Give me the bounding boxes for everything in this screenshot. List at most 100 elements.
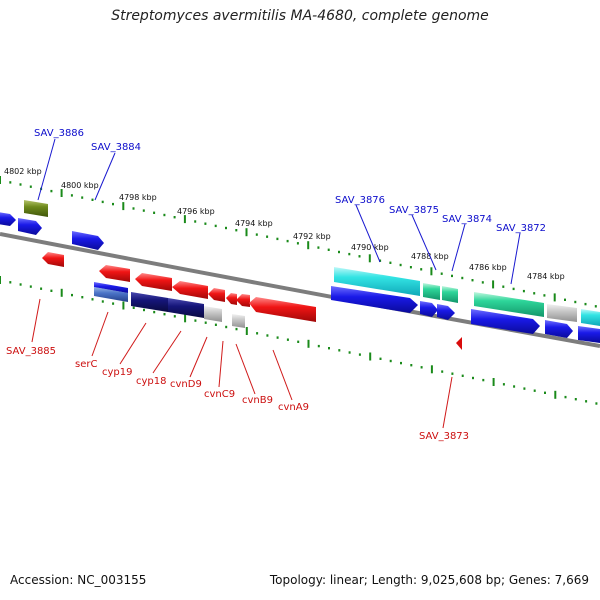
scale-minor-tick: [225, 325, 228, 329]
scale-minor-tick: [50, 189, 53, 193]
gene-label-sav-3874[interactable]: SAV_3874: [442, 214, 492, 225]
scale-minor-tick: [358, 353, 361, 356]
scale-minor-tick: [194, 220, 197, 223]
scale-major-tick: [307, 241, 310, 250]
gene-feature[interactable]: [420, 301, 438, 317]
gene-feature[interactable]: [94, 287, 128, 302]
scale-minor-tick: [256, 332, 259, 335]
gene-feature[interactable]: [547, 304, 577, 322]
gene-feature[interactable]: [442, 286, 458, 303]
scale-minor-tick: [522, 289, 525, 293]
scale-major-tick: [307, 339, 310, 348]
leader-lines-blue: [37, 138, 521, 285]
scale-minor-tick: [81, 296, 84, 299]
gene-feature[interactable]: [578, 326, 600, 343]
gene-label-serc[interactable]: serC: [75, 359, 97, 370]
scale-minor-tick: [153, 211, 156, 214]
scale-major-tick: [60, 189, 63, 197]
scale-label: 4786 kbp: [469, 263, 507, 272]
gene-feature[interactable]: [236, 294, 250, 307]
scale-minor-tick: [409, 266, 412, 269]
gene-label-cvna9[interactable]: cvnA9: [278, 402, 309, 413]
gene-feature[interactable]: [204, 306, 222, 322]
scale-minor-tick: [29, 185, 32, 188]
gene-feature[interactable]: [334, 267, 420, 296]
gene-feature[interactable]: [226, 293, 237, 305]
gene-feature[interactable]: [474, 292, 544, 317]
scale-minor-tick: [502, 285, 505, 288]
scale-minor-tick: [225, 226, 227, 230]
scale-minor-tick: [286, 239, 289, 243]
gene-feature[interactable]: [0, 212, 16, 226]
gene-feature[interactable]: [42, 252, 64, 267]
scale-minor-tick: [410, 364, 413, 367]
scale-minor-tick: [297, 340, 300, 343]
scale-major-tick: [183, 215, 186, 224]
scale-minor-tick: [143, 308, 145, 312]
gene-label-sav-3885[interactable]: SAV_3885: [6, 346, 56, 357]
accession-text: Accession: NC_003155: [10, 573, 147, 587]
scale-minor-tick: [9, 281, 12, 284]
gene-feature[interactable]: [581, 309, 600, 326]
gene-label-cvnb9[interactable]: cvnB9: [242, 395, 273, 406]
scale-minor-tick: [533, 292, 536, 295]
gene-label-sav-3875[interactable]: SAV_3875: [389, 205, 439, 216]
gene-feature[interactable]: [72, 231, 104, 250]
scale-label: 4794 kbp: [235, 219, 273, 228]
gene-feature[interactable]: [18, 218, 42, 235]
scale-major-tick: [369, 352, 372, 361]
gene-label-cyp18[interactable]: cyp18: [136, 376, 167, 387]
reverse-strand-genes: [42, 252, 462, 350]
scale-minor-tick: [389, 359, 392, 363]
gene-label-sav-3876[interactable]: SAV_3876: [335, 195, 385, 206]
gene-feature[interactable]: [24, 200, 48, 217]
gene-label-sav-3872[interactable]: SAV_3872: [496, 223, 546, 234]
scale-minor-tick: [400, 361, 402, 365]
genome-title: Streptomyces avermitilis MA-4680, comple…: [111, 8, 489, 24]
scale-minor-tick: [358, 255, 361, 258]
gene-label-sav-3884[interactable]: SAV_3884: [91, 142, 141, 153]
scale-minor-tick: [40, 287, 43, 290]
scale-minor-tick: [132, 306, 135, 309]
gene-feature[interactable]: [131, 292, 168, 312]
gene-feature[interactable]: [208, 288, 225, 302]
gene-label-sav-3886[interactable]: SAV_3886: [34, 128, 84, 139]
gene-feature[interactable]: [172, 281, 208, 299]
scale-label: 4800 kbp: [61, 181, 99, 190]
gene-label-cyp19[interactable]: cyp19: [102, 367, 133, 378]
scale-minor-tick: [266, 334, 269, 337]
gene-feature[interactable]: [437, 304, 455, 320]
scale-label: 4802 kbp: [4, 167, 42, 176]
gene-feature[interactable]: [168, 298, 204, 318]
scale-label: 4796 kbp: [177, 207, 215, 216]
gene-label-sav-3873[interactable]: SAV_3873: [419, 431, 469, 442]
genome-summary-text: Topology: linear; Length: 9,025,608 bp; …: [269, 573, 589, 587]
gene-feature[interactable]: [423, 283, 440, 300]
gene-label-cvnc9[interactable]: cvnC9: [204, 389, 235, 400]
scale-major-tick: [245, 228, 248, 237]
scale-minor-tick: [276, 237, 279, 241]
gene-feature[interactable]: [456, 337, 462, 350]
scale-minor-tick: [327, 248, 330, 251]
gene-feature[interactable]: [99, 265, 130, 282]
scale-minor-tick: [585, 400, 588, 403]
scale-minor-tick: [482, 378, 485, 382]
gene-feature[interactable]: [471, 309, 540, 334]
scale-minor-tick: [533, 389, 536, 392]
scale-minor-tick: [420, 366, 423, 369]
scale-minor-tick: [564, 395, 567, 399]
gene-feature[interactable]: [249, 297, 316, 322]
gene-feature[interactable]: [331, 286, 418, 313]
scale-minor-tick: [389, 261, 392, 264]
gene-feature[interactable]: [545, 320, 573, 338]
scale-minor-tick: [173, 216, 176, 219]
gene-feature[interactable]: [135, 273, 172, 291]
gene-feature[interactable]: [94, 282, 128, 293]
gene-feature[interactable]: [232, 314, 245, 328]
scale-minor-tick: [441, 370, 444, 373]
scale-minor-tick: [112, 202, 114, 206]
forward-strand-genes: [0, 200, 600, 343]
gene-label-cvnd9[interactable]: cvnD9: [170, 379, 202, 390]
scale-minor-tick: [584, 302, 587, 306]
